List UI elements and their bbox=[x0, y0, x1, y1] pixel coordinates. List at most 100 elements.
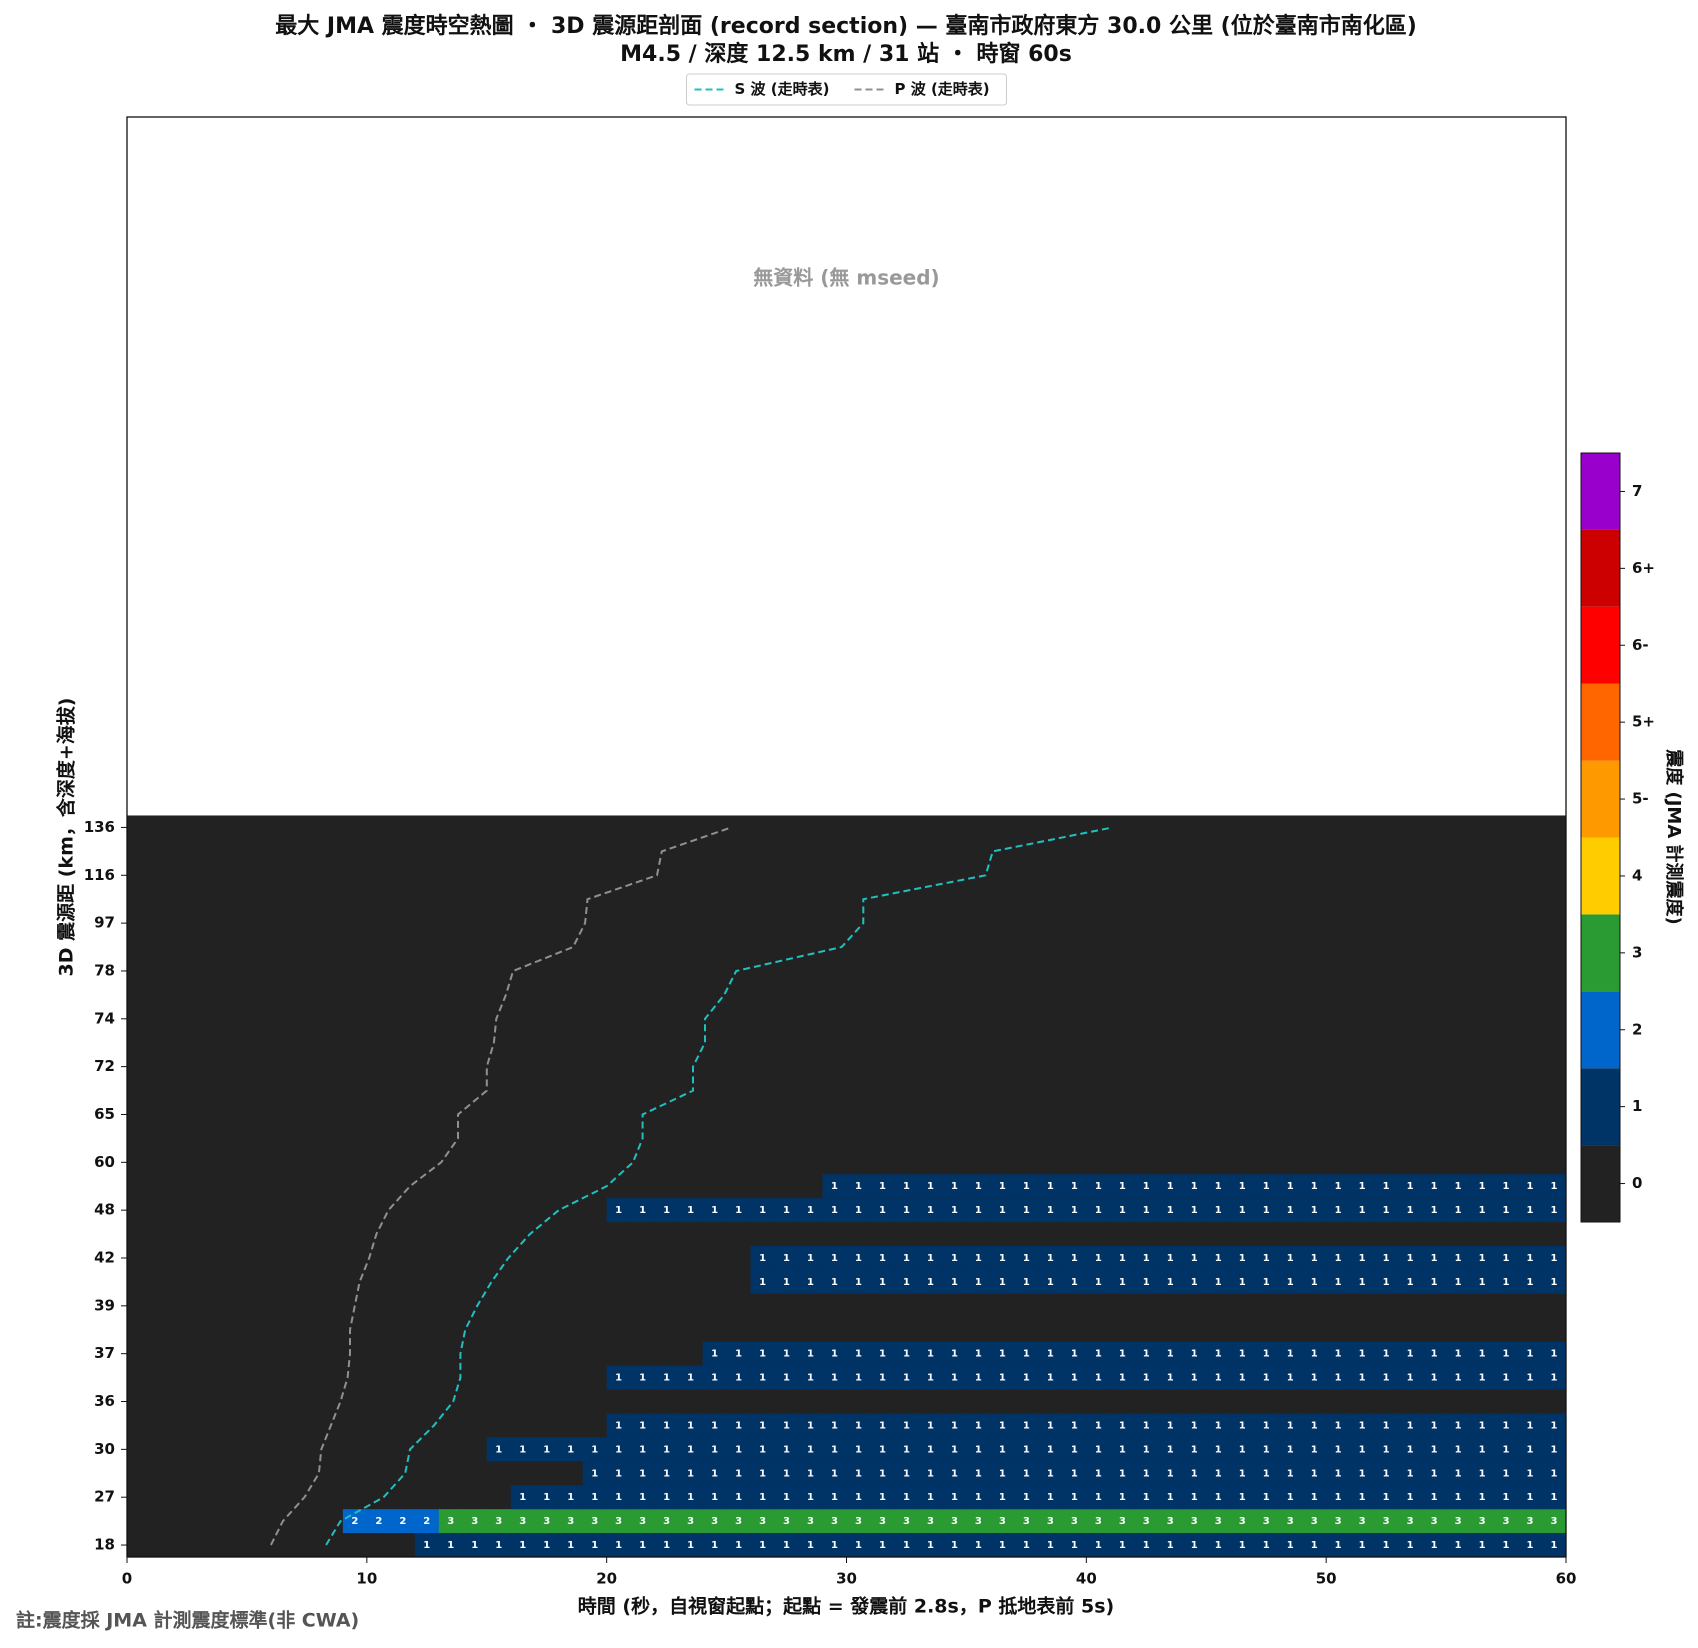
cell-label: 1 bbox=[1071, 1349, 1078, 1360]
heat-cell bbox=[1038, 1485, 1063, 1510]
heat-cell bbox=[1470, 1533, 1495, 1557]
cell-label: 1 bbox=[1119, 1349, 1126, 1360]
cell-label: 1 bbox=[1215, 1253, 1222, 1264]
cell-label: 1 bbox=[1167, 1468, 1174, 1479]
cell-label: 2 bbox=[351, 1516, 358, 1527]
cell-label: 1 bbox=[1047, 1468, 1054, 1479]
heat-cell bbox=[1374, 1509, 1399, 1534]
cell-label: 1 bbox=[1071, 1420, 1078, 1431]
heat-cell bbox=[1518, 1198, 1543, 1223]
cell-label: 1 bbox=[735, 1373, 742, 1384]
y-tick-label: 36 bbox=[94, 1392, 115, 1410]
heat-cell bbox=[1518, 1365, 1543, 1390]
cell-label: 1 bbox=[1095, 1205, 1102, 1216]
cell-label: 1 bbox=[1479, 1540, 1486, 1551]
heat-cell bbox=[702, 1341, 727, 1366]
cell-label: 1 bbox=[663, 1444, 670, 1455]
cell-label: 1 bbox=[1095, 1468, 1102, 1479]
heat-cell bbox=[1494, 1533, 1519, 1557]
heat-cell bbox=[558, 1509, 583, 1534]
heat-cell bbox=[1014, 1269, 1039, 1294]
heat-cell bbox=[1278, 1365, 1303, 1390]
colorbar-tick-label: 7 bbox=[1632, 482, 1642, 500]
heat-cell bbox=[918, 1269, 943, 1294]
heat-cell bbox=[822, 1246, 847, 1270]
cell-label: 3 bbox=[711, 1516, 718, 1527]
heat-cell bbox=[774, 1246, 799, 1270]
cell-label: 1 bbox=[1455, 1420, 1462, 1431]
heat-cell bbox=[750, 1437, 775, 1462]
heat-cell bbox=[1302, 1269, 1327, 1294]
cell-label: 1 bbox=[423, 1540, 430, 1551]
cell-label: 1 bbox=[1239, 1444, 1246, 1455]
cell-label: 1 bbox=[1407, 1277, 1414, 1288]
heat-cell bbox=[606, 1461, 631, 1486]
heat-cell bbox=[1470, 1341, 1495, 1366]
heat-cell bbox=[750, 1509, 775, 1534]
heat-cell bbox=[918, 1341, 943, 1366]
heat-cell bbox=[1470, 1485, 1495, 1510]
cell-label: 1 bbox=[1335, 1468, 1342, 1479]
heat-cell bbox=[942, 1485, 967, 1510]
heat-cell bbox=[966, 1461, 991, 1486]
heat-cell bbox=[1398, 1461, 1423, 1486]
heat-cell bbox=[1326, 1365, 1351, 1390]
cell-label: 1 bbox=[1143, 1373, 1150, 1384]
colorbar-tick-label: 6- bbox=[1632, 636, 1649, 654]
cell-label: 1 bbox=[1527, 1253, 1534, 1264]
heat-cell bbox=[1134, 1341, 1159, 1366]
cell-label: 1 bbox=[1407, 1205, 1414, 1216]
heat-cell bbox=[966, 1485, 991, 1510]
heat-cell bbox=[894, 1365, 919, 1390]
heat-cell bbox=[846, 1437, 871, 1462]
cell-label: 1 bbox=[1287, 1277, 1294, 1288]
heat-cell bbox=[894, 1509, 919, 1534]
cell-label: 3 bbox=[1527, 1516, 1534, 1527]
cell-label: 1 bbox=[1359, 1540, 1366, 1551]
heat-cell bbox=[1302, 1413, 1327, 1438]
heat-cell bbox=[918, 1509, 943, 1534]
heat-cell bbox=[1182, 1533, 1207, 1557]
heat-cell bbox=[822, 1269, 847, 1294]
heat-cell bbox=[774, 1269, 799, 1294]
cell-label: 1 bbox=[1335, 1373, 1342, 1384]
heat-cell bbox=[846, 1485, 871, 1510]
heat-cell bbox=[1038, 1341, 1063, 1366]
cell-label: 1 bbox=[1263, 1492, 1270, 1503]
cell-label: 1 bbox=[855, 1540, 862, 1551]
cell-label: 1 bbox=[1335, 1492, 1342, 1503]
cell-label: 1 bbox=[1119, 1468, 1126, 1479]
heat-cell bbox=[1542, 1365, 1567, 1390]
cell-label: 1 bbox=[855, 1420, 862, 1431]
cell-label: 3 bbox=[1119, 1516, 1126, 1527]
travel-time-curve bbox=[270, 826, 732, 1546]
heat-cell bbox=[582, 1437, 607, 1462]
heat-cell bbox=[678, 1461, 703, 1486]
cell-label: 1 bbox=[1407, 1444, 1414, 1455]
heat-cell bbox=[1302, 1341, 1327, 1366]
heat-cell bbox=[702, 1509, 727, 1534]
heat-cell bbox=[654, 1365, 679, 1390]
heat-cell bbox=[1494, 1509, 1519, 1534]
cell-label: 1 bbox=[1047, 1492, 1054, 1503]
heat-cell bbox=[1326, 1437, 1351, 1462]
cell-label: 3 bbox=[783, 1516, 790, 1527]
cell-label: 1 bbox=[927, 1540, 934, 1551]
heat-cell bbox=[1374, 1269, 1399, 1294]
cell-label: 3 bbox=[543, 1516, 550, 1527]
legend-label: S 波 (走時表) bbox=[735, 80, 830, 98]
cell-label: 1 bbox=[927, 1253, 934, 1264]
cell-label: 1 bbox=[1455, 1373, 1462, 1384]
cell-label: 1 bbox=[831, 1540, 838, 1551]
cell-label: 1 bbox=[1455, 1540, 1462, 1551]
cell-label: 1 bbox=[1023, 1205, 1030, 1216]
cell-label: 3 bbox=[1263, 1516, 1270, 1527]
heat-cell bbox=[1350, 1246, 1375, 1270]
cell-label: 1 bbox=[1455, 1277, 1462, 1288]
cell-label: 1 bbox=[1359, 1444, 1366, 1455]
cell-label: 1 bbox=[903, 1468, 910, 1479]
cell-label: 3 bbox=[471, 1516, 478, 1527]
heat-cell bbox=[1398, 1365, 1423, 1390]
cell-label: 3 bbox=[903, 1516, 910, 1527]
cell-label: 1 bbox=[1023, 1444, 1030, 1455]
